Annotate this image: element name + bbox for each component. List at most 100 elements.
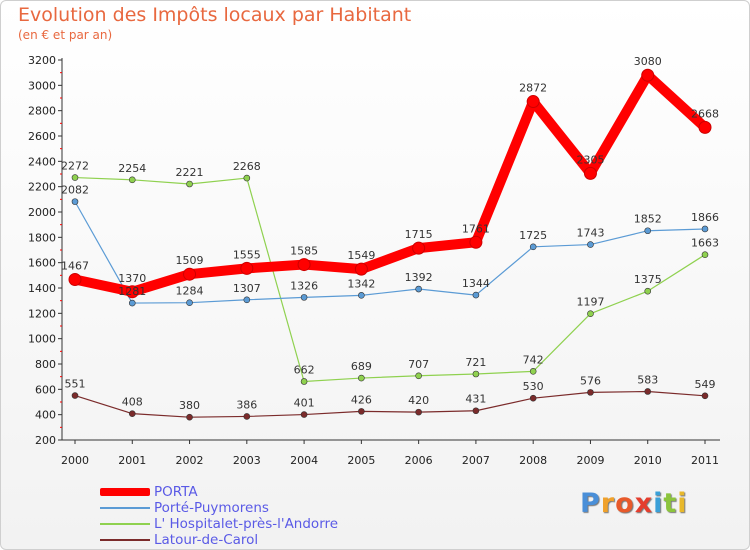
x-tick-label: 2009 xyxy=(576,454,604,467)
series-line-1 xyxy=(74,201,706,304)
series-point xyxy=(469,235,483,249)
series-point xyxy=(128,299,136,307)
data-label: 551 xyxy=(65,378,86,391)
data-label: 1344 xyxy=(462,277,490,290)
series-point xyxy=(68,273,82,287)
legend-item-hospitalet[interactable]: L' Hospitalet-près-l'Andorre xyxy=(100,516,338,532)
data-label: 1549 xyxy=(347,249,375,262)
series-point xyxy=(583,166,597,180)
chart-title: Evolution des Impôts locaux par Habitant xyxy=(18,4,412,26)
data-label: 2082 xyxy=(61,184,89,197)
legend-swatch-latour-de-carol xyxy=(100,539,150,541)
data-label: 1392 xyxy=(405,271,433,284)
series-point xyxy=(71,174,79,181)
series-point xyxy=(698,120,712,134)
data-label: 1663 xyxy=(691,237,719,250)
series-point xyxy=(412,241,426,255)
x-tick-label: 2004 xyxy=(290,454,318,467)
y-tick-label: 2000 xyxy=(28,206,56,219)
x-tick-label: 2010 xyxy=(634,454,662,467)
data-label: 1761 xyxy=(462,222,490,235)
logo-letter: r xyxy=(600,488,616,519)
series-point xyxy=(641,68,655,82)
data-label: 1370 xyxy=(118,272,146,285)
data-label: 662 xyxy=(294,363,315,376)
data-label: 2221 xyxy=(176,166,204,179)
legend-label: Porté-Puymorens xyxy=(154,500,269,516)
x-tick-label: 2007 xyxy=(462,454,490,467)
data-label: 1725 xyxy=(519,229,547,242)
y-tick-label: 2200 xyxy=(28,181,56,194)
logo-letter: x xyxy=(634,488,654,519)
data-label: 1555 xyxy=(233,248,261,261)
legend-item-porte-puymorens[interactable]: Porté-Puymorens xyxy=(100,500,338,516)
x-tick-label: 2001 xyxy=(118,454,146,467)
data-label: 1715 xyxy=(405,228,433,241)
data-label: 1342 xyxy=(347,277,375,290)
series-point xyxy=(644,287,652,295)
data-label: 1375 xyxy=(634,273,662,286)
series-point xyxy=(240,261,254,275)
series-point xyxy=(243,413,251,420)
y-tick-label: 3000 xyxy=(28,79,56,92)
series-line-2 xyxy=(74,176,706,383)
series-point xyxy=(701,225,709,233)
series-point xyxy=(358,408,365,415)
y-tick-label: 2800 xyxy=(28,105,56,118)
series-point xyxy=(472,407,480,415)
data-label: 1326 xyxy=(290,279,318,292)
series-point xyxy=(297,258,311,272)
x-tick-label: 2000 xyxy=(61,454,89,467)
data-label: 2668 xyxy=(691,107,719,120)
y-tick-label: 200 xyxy=(35,434,56,447)
series-point xyxy=(300,378,308,385)
data-label: 420 xyxy=(408,394,429,407)
legend-swatch-hospitalet xyxy=(100,523,150,525)
data-label: 1281 xyxy=(118,285,146,298)
data-label: 707 xyxy=(408,358,429,371)
series-point xyxy=(186,180,193,188)
series-point xyxy=(71,392,79,399)
logo-letter: P xyxy=(580,488,601,519)
data-label: 386 xyxy=(236,398,257,411)
data-label: 1852 xyxy=(634,213,662,226)
series-point xyxy=(300,294,308,301)
legend-item-latour-de-carol[interactable]: Latour-de-Carol xyxy=(100,532,338,548)
series-point xyxy=(587,241,594,248)
data-label: 2268 xyxy=(233,160,261,173)
data-label: 426 xyxy=(351,393,372,406)
series-point xyxy=(701,392,709,400)
data-label: 2254 xyxy=(118,162,146,175)
line-chart: 200 400 600 800 1000 1200 1400 1600 1800 2000 2200… xyxy=(28,54,720,467)
data-label: 583 xyxy=(637,373,658,386)
series-point xyxy=(415,285,422,293)
data-label: 3080 xyxy=(634,55,662,68)
legend-label: Latour-de-Carol xyxy=(154,532,259,548)
data-label: 2272 xyxy=(61,160,89,173)
series-point xyxy=(125,285,139,299)
series-point xyxy=(243,296,251,304)
series-point xyxy=(128,176,136,184)
data-label: 1743 xyxy=(576,227,604,240)
data-label: 2305 xyxy=(576,153,604,166)
legend-item-porta[interactable]: PORTA xyxy=(100,484,338,500)
data-label: 2872 xyxy=(519,82,547,95)
series-point xyxy=(128,410,136,417)
legend: PORTA Porté-Puymorens L' Hospitalet-près… xyxy=(100,484,338,548)
logo-letter: t xyxy=(663,488,678,519)
series-point xyxy=(186,299,193,306)
data-label: 1284 xyxy=(176,285,204,298)
series-point xyxy=(526,95,540,109)
series-point xyxy=(415,408,422,416)
chart-subtitle: (en € et par an) xyxy=(18,28,113,42)
y-tick-label: 800 xyxy=(35,358,56,371)
y-tick-label: 3200 xyxy=(28,54,56,67)
x-tick-label: 2005 xyxy=(347,454,375,467)
data-label: 576 xyxy=(580,374,601,387)
y-tick-label: 1600 xyxy=(28,257,56,270)
data-label: 1197 xyxy=(576,296,604,309)
series-line-0 xyxy=(70,70,710,297)
data-label: 549 xyxy=(695,378,716,391)
series-point xyxy=(529,243,537,251)
